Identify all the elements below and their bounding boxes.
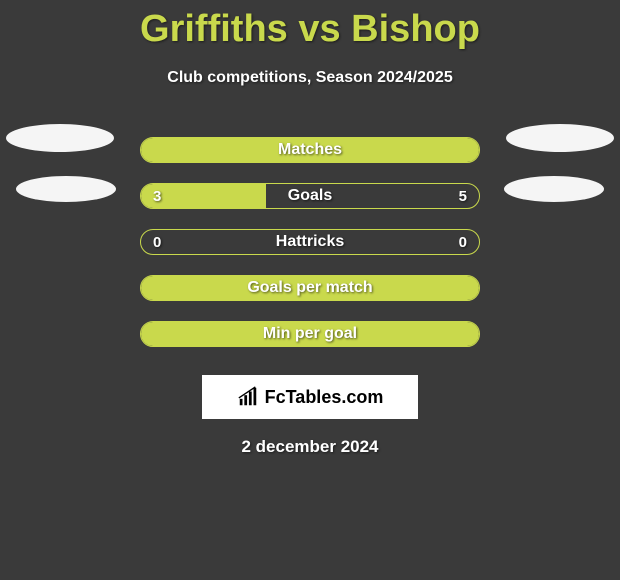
logo-box[interactable]: FcTables.com: [202, 375, 418, 419]
stat-value-hattricks-left: 0: [153, 234, 161, 251]
stat-value-hattricks-right: 0: [459, 234, 467, 251]
stat-bar-hattricks: 0 Hattricks 0: [140, 229, 480, 255]
stat-row-matches: Matches: [0, 127, 620, 173]
stat-value-goals-right: 5: [459, 188, 467, 205]
stat-bar-mpg: Min per goal: [140, 321, 480, 347]
stat-label-matches: Matches: [278, 141, 342, 159]
stat-bar-gpm: Goals per match: [140, 275, 480, 301]
stat-row-mpg: Min per goal: [0, 311, 620, 357]
chart-bars-icon: [237, 386, 259, 408]
page-subtitle: Club competitions, Season 2024/2025: [0, 69, 620, 87]
stat-row-goals: 3 Goals 5: [0, 173, 620, 219]
stat-row-hattricks: 0 Hattricks 0: [0, 219, 620, 265]
stat-bar-goals: 3 Goals 5: [140, 183, 480, 209]
stat-row-gpm: Goals per match: [0, 265, 620, 311]
stats-container: Matches 3 Goals 5 0 Hattricks 0 Goals pe…: [0, 127, 620, 357]
stat-label-goals: Goals: [288, 187, 332, 205]
stat-label-hattricks: Hattricks: [276, 233, 344, 251]
page-title: Griffiths vs Bishop: [0, 0, 620, 51]
stat-label-gpm: Goals per match: [247, 279, 372, 297]
stat-bar-matches: Matches: [140, 137, 480, 163]
footer-date: 2 december 2024: [0, 437, 620, 457]
logo-text: FcTables.com: [265, 387, 384, 408]
stat-value-goals-left: 3: [153, 188, 161, 205]
stat-label-mpg: Min per goal: [263, 325, 357, 343]
